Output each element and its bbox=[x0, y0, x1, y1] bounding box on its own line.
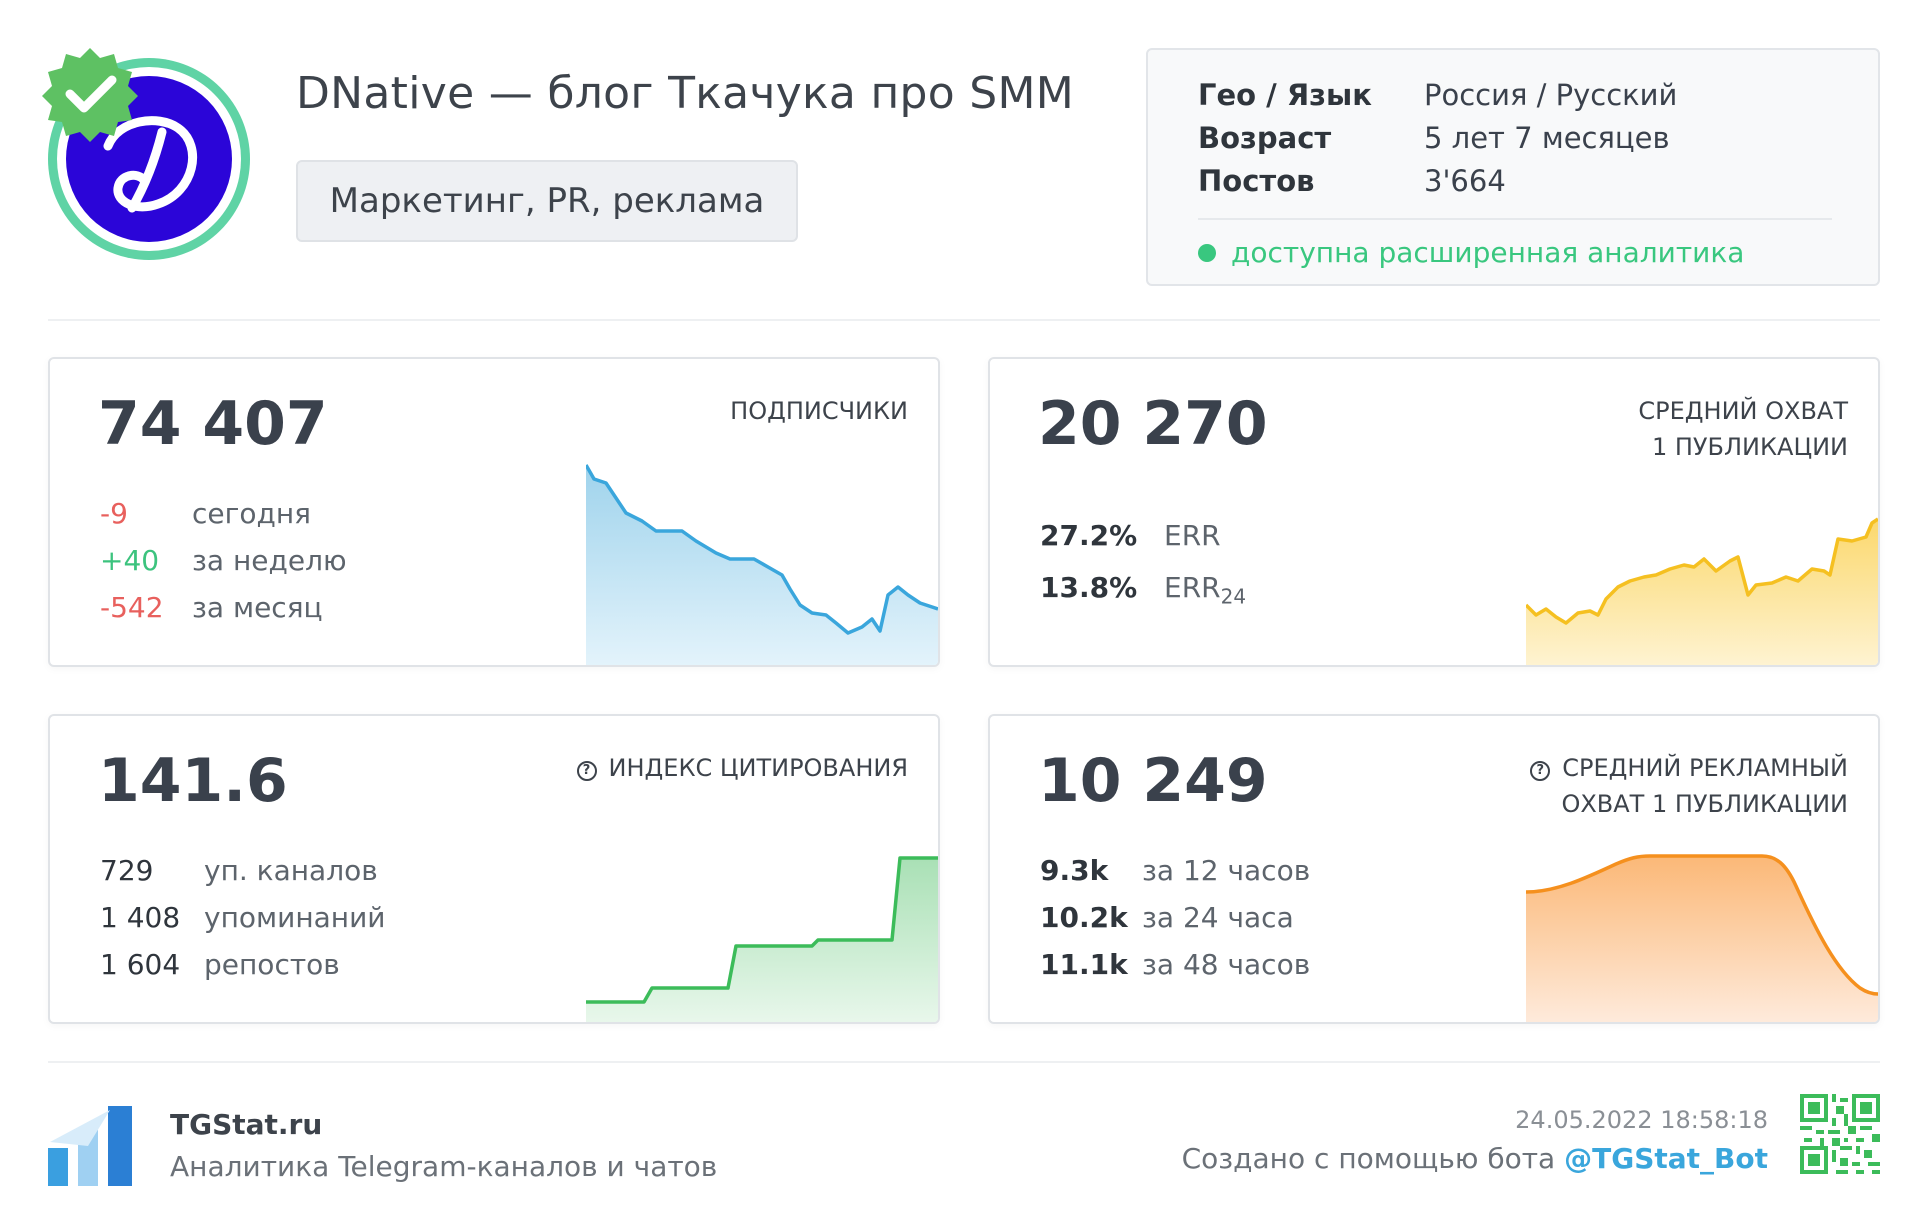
d-letter-icon bbox=[103, 116, 198, 213]
status-dot-icon bbox=[1198, 243, 1216, 262]
ad-reach-sparkline bbox=[1526, 854, 1878, 1022]
report-date: 24.05.2022 18:58:18 bbox=[1515, 1106, 1768, 1134]
info-value: Россия / Русский bbox=[1424, 78, 1678, 112]
stat-label: упоминаний bbox=[204, 901, 386, 934]
stat-label: за месяц bbox=[192, 591, 323, 624]
created-by: Создано с помощью бота @TGStat_Bot bbox=[1182, 1142, 1768, 1175]
bot-link[interactable]: @TGStat_Bot bbox=[1564, 1142, 1768, 1175]
card-label-text: ИНДЕКС ЦИТИРОВАНИЯ bbox=[608, 754, 908, 782]
err24-value: 13.8% bbox=[1040, 571, 1138, 604]
stat-value: 9.3k bbox=[1040, 854, 1109, 887]
stat-value: 10.2k bbox=[1040, 901, 1128, 934]
err-label: ERR bbox=[1164, 519, 1221, 552]
citation-index: 141.6 bbox=[98, 746, 288, 816]
citation-card: 141.6 ? ИНДЕКС ЦИТИРОВАНИЯ 729 уп. канало… bbox=[48, 714, 940, 1024]
reach-value: 20 270 bbox=[1038, 389, 1268, 459]
category-badge[interactable]: Маркетинг, PR, реклама bbox=[296, 160, 798, 242]
verified-badge-icon bbox=[42, 48, 138, 142]
qr-code-icon bbox=[1800, 1094, 1880, 1174]
divider bbox=[48, 319, 1880, 321]
err24-label-sub: 24 bbox=[1220, 584, 1247, 609]
reach-card: 20 270 СРЕДНИЙ ОХВАТ 1 ПУБЛИКАЦИИ 27.2% … bbox=[988, 357, 1880, 667]
analytics-note: доступна расширенная аналитика bbox=[1231, 236, 1745, 269]
stat-label: сегодня bbox=[192, 497, 311, 530]
stat-label: за 24 часа bbox=[1142, 901, 1294, 934]
ad-reach-card: 10 249 ? СРЕДНИЙ РЕКЛАМНЫЙ ОХВАТ 1 ПУБЛИК… bbox=[988, 714, 1880, 1024]
err-value: 27.2% bbox=[1040, 519, 1138, 552]
card-label-line: 1 ПУБЛИКАЦИИ bbox=[1651, 433, 1848, 461]
card-label: ? СРЕДНИЙ РЕКЛАМНЫЙ ОХВАТ 1 ПУБЛИКАЦИИ bbox=[1530, 750, 1848, 822]
card-label: СРЕДНИЙ ОХВАТ 1 ПУБЛИКАЦИИ bbox=[1638, 393, 1848, 465]
subscribers-card: 74 407 ПОДПИСЧИКИ -9 сегодня +40 за неде… bbox=[48, 357, 940, 667]
info-value: 3'664 bbox=[1424, 164, 1506, 198]
help-icon[interactable]: ? bbox=[1530, 761, 1551, 781]
stat-value: +40 bbox=[100, 544, 160, 577]
err24-label-main: ERR bbox=[1164, 571, 1221, 604]
citation-sparkline bbox=[586, 856, 938, 1022]
stat-value: 1 408 bbox=[100, 901, 181, 934]
subscribers-sparkline bbox=[586, 464, 938, 665]
card-label: ПОДПИСЧИКИ bbox=[730, 397, 908, 425]
analytics-status: доступна расширенная аналитика bbox=[1198, 236, 1744, 269]
card-label: ? ИНДЕКС ЦИТИРОВАНИЯ bbox=[576, 750, 908, 786]
info-value: 5 лет 7 месяцев bbox=[1424, 121, 1670, 155]
card-label-line: ОХВАТ 1 ПУБЛИКАЦИИ bbox=[1561, 790, 1848, 818]
help-icon[interactable]: ? bbox=[576, 761, 597, 781]
channel-avatar bbox=[42, 48, 250, 260]
stat-label: уп. каналов bbox=[204, 854, 378, 887]
stat-label: репостов bbox=[204, 948, 340, 981]
info-key: Возраст bbox=[1198, 121, 1332, 155]
stat-value: 1 604 bbox=[100, 948, 181, 981]
tgstat-logo-icon bbox=[48, 1106, 132, 1186]
created-prefix: Создано с помощью бота bbox=[1181, 1142, 1565, 1175]
err24-label: ERR24 bbox=[1164, 571, 1246, 609]
footer-subtitle: Аналитика Telegram-каналов и чатов bbox=[170, 1150, 718, 1183]
stat-label: за неделю bbox=[192, 544, 347, 577]
subscribers-count: 74 407 bbox=[98, 389, 328, 459]
divider bbox=[48, 1061, 1880, 1063]
card-label-text: СРЕДНИЙ РЕКЛАМНЫЙ bbox=[1562, 754, 1848, 782]
divider bbox=[1198, 218, 1832, 220]
card-label-line: СРЕДНИЙ ОХВАТ bbox=[1638, 397, 1848, 425]
channel-title[interactable]: DNative — блог Ткачука про SMM bbox=[296, 68, 1075, 119]
reach-sparkline bbox=[1526, 517, 1878, 665]
footer-brand[interactable]: TGStat.ru bbox=[170, 1108, 323, 1141]
channel-info-box: Гео / Язык Россия / Русский Возраст 5 ле… bbox=[1146, 48, 1880, 286]
stat-label: за 48 часов bbox=[1142, 948, 1311, 981]
ad-reach-value: 10 249 bbox=[1038, 746, 1268, 816]
info-key: Гео / Язык bbox=[1198, 78, 1372, 112]
info-key: Постов bbox=[1198, 164, 1315, 198]
stat-value: 729 bbox=[100, 854, 154, 887]
stat-value: 11.1k bbox=[1040, 948, 1128, 981]
stat-value: -9 bbox=[100, 497, 128, 530]
stat-label: за 12 часов bbox=[1142, 854, 1311, 887]
stat-value: -542 bbox=[100, 591, 164, 624]
card-label-line: ? СРЕДНИЙ РЕКЛАМНЫЙ bbox=[1530, 750, 1848, 786]
